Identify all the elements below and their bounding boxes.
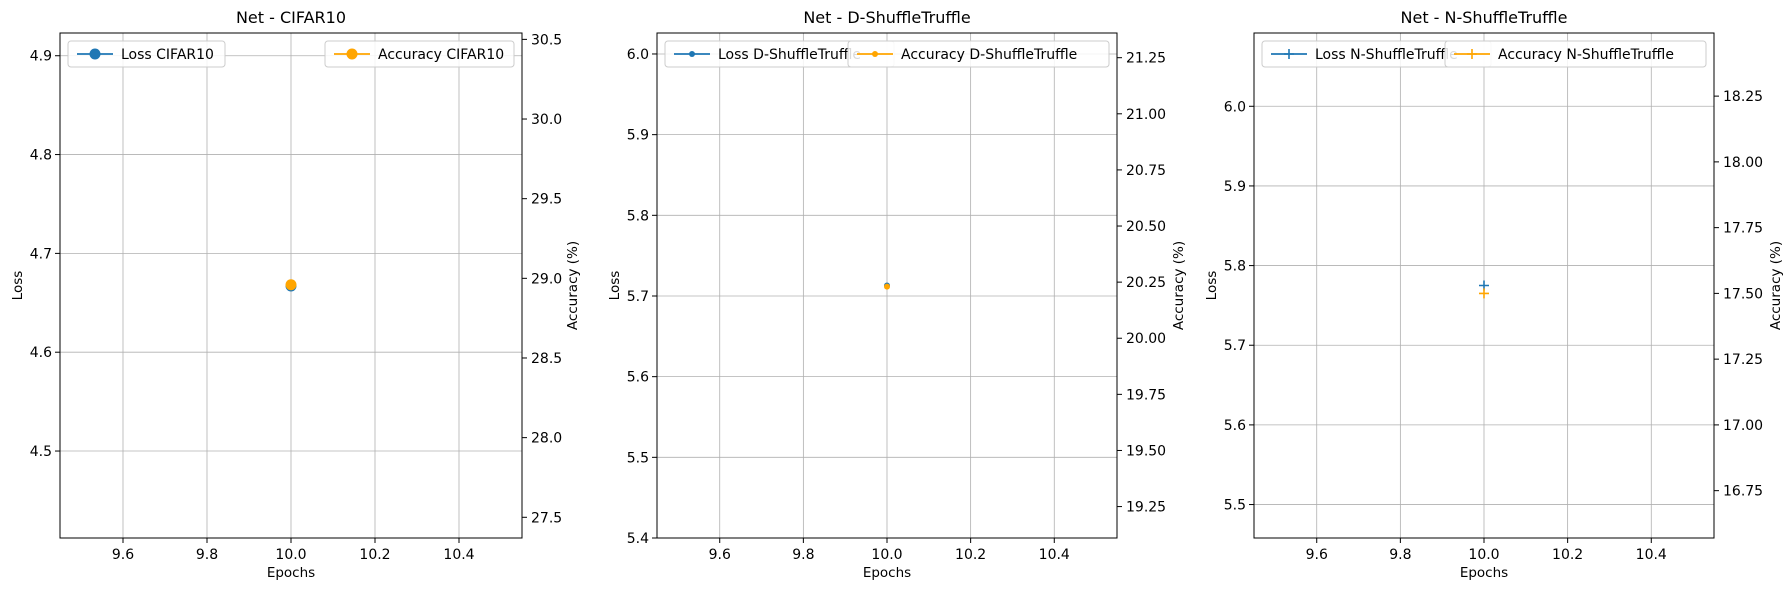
y2-tick-label: 20.50	[1126, 219, 1166, 235]
y2-tick-label: 20.00	[1126, 331, 1166, 347]
legend-marker	[689, 51, 695, 57]
y-axis-label: Loss	[1204, 271, 1220, 301]
y2-axis-label: Accuracy (%)	[565, 241, 581, 330]
y-tick-label: 5.9	[627, 128, 649, 144]
y2-tick-label: 17.25	[1723, 352, 1763, 368]
x-tick-label: 10.4	[1636, 547, 1667, 563]
data-point	[884, 283, 890, 290]
legend-marker	[89, 48, 101, 60]
y2-tick-label: 18.25	[1723, 89, 1763, 105]
y2-tick-label: 29.0	[531, 271, 562, 287]
x-tick-label: 10.4	[1039, 547, 1070, 563]
y2-tick-label: 19.25	[1126, 500, 1166, 516]
x-tick-label: 10.2	[359, 547, 390, 563]
x-tick-label: 9.8	[1389, 547, 1411, 563]
y-axis-label: Loss	[607, 271, 623, 301]
y2-tick-label: 17.50	[1723, 286, 1763, 302]
y2-axis-label: Accuracy (%)	[1171, 241, 1187, 330]
y2-tick-label: 28.0	[531, 431, 562, 447]
y2-tick-label: 19.75	[1126, 387, 1166, 403]
legend-marker	[872, 51, 878, 57]
y2-tick-label: 28.5	[531, 351, 562, 367]
y-tick-label: 5.6	[1224, 418, 1246, 434]
x-axis-label: Epochs	[267, 565, 315, 581]
y-tick-label: 4.7	[30, 246, 52, 262]
data-point	[1479, 288, 1489, 299]
legend-label: Accuracy N-ShuffleTruffle	[1498, 47, 1674, 63]
y2-tick-label: 20.25	[1126, 275, 1166, 291]
y-tick-label: 5.5	[1224, 498, 1246, 514]
y-tick-label: 5.8	[1224, 259, 1246, 275]
y-tick-label: 5.8	[627, 208, 649, 224]
y2-tick-label: 18.00	[1723, 155, 1763, 171]
x-tick-label: 9.6	[709, 547, 731, 563]
x-tick-label: 10.0	[871, 547, 902, 563]
legend-marker	[1284, 49, 1294, 59]
y-tick-label: 6.0	[627, 47, 649, 63]
y2-tick-label: 21.25	[1126, 51, 1166, 67]
x-tick-label: 9.8	[196, 547, 218, 563]
legend-label: Accuracy CIFAR10	[378, 47, 504, 63]
data-point	[285, 279, 297, 291]
y-tick-label: 4.9	[30, 49, 52, 65]
chart-title: Net - D-ShuffleTruffle	[803, 8, 970, 27]
legend-label: Accuracy D-ShuffleTruffle	[901, 47, 1077, 63]
legend-box	[324, 40, 515, 68]
y2-tick-label: 21.00	[1126, 107, 1166, 123]
x-tick-label: 10.2	[1552, 547, 1583, 563]
y-tick-label: 4.5	[30, 444, 52, 460]
y2-tick-label: 17.75	[1723, 221, 1763, 237]
y-tick-label: 4.8	[30, 148, 52, 164]
legend-box	[847, 40, 1110, 68]
y-axis-label: Loss	[10, 271, 26, 301]
y-tick-label: 4.6	[30, 345, 52, 361]
x-tick-label: 9.6	[1306, 547, 1328, 563]
x-tick-label: 10.4	[443, 547, 474, 563]
y2-tick-label: 19.50	[1126, 443, 1166, 459]
chart-title: Net - CIFAR10	[236, 8, 346, 27]
x-tick-label: 10.0	[1468, 547, 1499, 563]
x-tick-label: 10.2	[955, 547, 986, 563]
x-axis-label: Epochs	[1460, 565, 1508, 581]
y-tick-label: 6.0	[1224, 99, 1246, 115]
x-axis-label: Epochs	[863, 565, 911, 581]
legend-label: Loss N-ShuffleTruffle	[1315, 47, 1458, 63]
x-tick-label: 10.0	[275, 547, 306, 563]
y2-tick-label: 27.5	[531, 510, 562, 526]
x-tick-label: 9.8	[792, 547, 814, 563]
y2-tick-label: 16.75	[1723, 484, 1763, 500]
y2-tick-label: 30.0	[531, 112, 562, 128]
y-tick-label: 5.7	[627, 289, 649, 305]
y-tick-label: 5.7	[1224, 338, 1246, 354]
y2-tick-label: 17.00	[1723, 418, 1763, 434]
legend-marker	[1467, 49, 1477, 59]
chart-title: Net - N-ShuffleTruffle	[1401, 8, 1568, 27]
x-tick-label: 9.6	[112, 547, 134, 563]
legend-marker	[346, 48, 358, 60]
legend-box	[1444, 40, 1707, 68]
y2-axis-label: Accuracy (%)	[1768, 241, 1784, 330]
legend-label: Loss D-ShuffleTruffle	[718, 47, 861, 63]
y-tick-label: 5.6	[627, 370, 649, 386]
legend-box	[67, 40, 226, 68]
y2-tick-label: 29.5	[531, 192, 562, 208]
legend-label: Loss CIFAR10	[121, 47, 214, 63]
y-tick-label: 5.9	[1224, 179, 1246, 195]
y2-tick-label: 20.75	[1126, 163, 1166, 179]
y2-tick-label: 30.5	[531, 32, 562, 48]
y-tick-label: 5.5	[627, 450, 649, 466]
y-tick-label: 5.4	[627, 531, 649, 547]
